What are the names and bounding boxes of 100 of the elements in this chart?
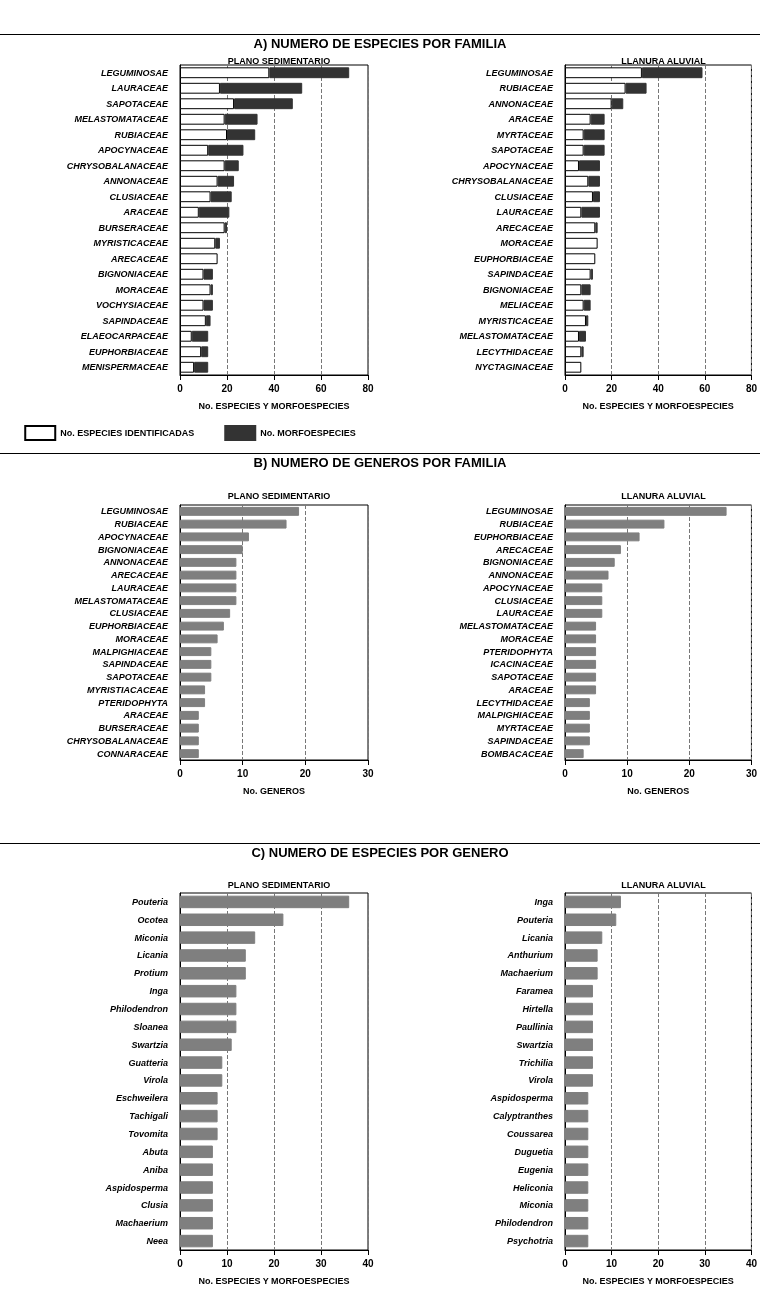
y-tick-label: Machaerium — [500, 968, 553, 979]
bar — [581, 284, 591, 296]
y-tick-label: Trichilia — [518, 1057, 553, 1068]
x-axis-title: No. ESPECIES Y MORFOESPECIES — [198, 400, 350, 411]
y-tick-label: APOCYNACEAE — [481, 582, 554, 593]
y-tick-label: Clusia — [140, 1200, 168, 1211]
bar — [565, 583, 603, 593]
y-tick-label: Swartzia — [516, 1039, 553, 1050]
y-tick-label: Sloanea — [133, 1021, 168, 1032]
bar — [565, 931, 603, 944]
bar — [180, 634, 218, 644]
y-tick-label: Psychotria — [506, 1236, 553, 1247]
chart-title: B) NUMERO DE GENEROS POR FAMILIA — [0, 453, 760, 470]
y-tick-label: MORACEAE — [115, 284, 169, 295]
y-tick-label: Aspidosperma — [489, 1093, 553, 1104]
bar — [565, 557, 615, 567]
bar — [227, 129, 256, 141]
bar — [565, 1199, 589, 1212]
x-tick-label: 0 — [562, 382, 569, 394]
bar — [180, 749, 199, 759]
bar — [180, 1074, 223, 1087]
y-tick-label: MORACEAE — [500, 238, 554, 249]
x-tick-label: 0 — [177, 767, 184, 779]
bar — [565, 698, 590, 708]
y-tick-label: PTERIDOPHYTA — [98, 697, 168, 708]
bar — [180, 698, 206, 708]
bar — [565, 1127, 589, 1141]
bar — [588, 175, 600, 187]
y-tick-label: NYCTAGINACEAE — [475, 362, 554, 373]
y-tick-label: Tovomita — [128, 1128, 168, 1139]
x-tick-label: 0 — [177, 1257, 184, 1269]
bar — [180, 736, 199, 746]
y-tick-label: LAURACEAE — [111, 582, 169, 593]
y-tick-label: CLUSIACEAE — [494, 595, 554, 606]
y-tick-label: Guatteria — [128, 1057, 168, 1068]
y-tick-label: BOMBACACEAE — [481, 748, 554, 759]
y-tick-label: Licania — [136, 950, 168, 961]
y-tick-label: LECYTHIDACEAE — [476, 697, 554, 708]
bar — [180, 1109, 218, 1123]
y-tick-label: MELIACEAE — [499, 300, 554, 311]
y-tick-label: MALPIGHIACEAE — [92, 646, 169, 657]
chart-subtitle: LLANURA ALUVIAL — [621, 490, 707, 501]
bar — [219, 82, 303, 94]
chart-subtitle: LLANURA ALUVIAL — [621, 879, 707, 890]
bar — [180, 608, 231, 618]
y-tick-label: EUPHORBIACEAE — [88, 621, 169, 632]
bar — [565, 1074, 593, 1087]
bar — [180, 570, 237, 580]
chart-title: C) NUMERO DE ESPECIES POR GENERO — [0, 843, 760, 860]
y-tick-label: ARACEAE — [122, 710, 169, 721]
bar — [565, 1234, 589, 1248]
y-tick-label: Calyptranthes — [492, 1111, 553, 1122]
x-tick-label: 10 — [606, 1257, 618, 1269]
y-tick-label: LECYTHIDACEAE — [476, 346, 554, 357]
bar — [180, 672, 212, 682]
bar — [565, 634, 597, 644]
y-tick-label: Pouteria — [516, 914, 553, 925]
y-tick-label: ARECACEAE — [109, 570, 169, 581]
x-tick-label: 60 — [315, 382, 327, 394]
y-tick-label: EUPHORBIACEAE — [473, 253, 554, 264]
y-tick-label: Machaerium — [115, 1218, 168, 1229]
y-tick-label: LAURACEAE — [496, 207, 554, 218]
y-tick-label: Abuta — [141, 1146, 168, 1157]
bar — [565, 1109, 589, 1123]
bar — [625, 82, 647, 94]
y-tick-label: ARACEAE — [507, 114, 554, 125]
y-tick-label: BURSERACEAE — [98, 222, 169, 233]
x-tick-label: 20 — [606, 382, 618, 394]
x-tick-label: 10 — [237, 767, 249, 779]
bar — [180, 596, 237, 606]
bar — [203, 268, 213, 280]
bar — [565, 749, 584, 759]
y-tick-label: Anthurium — [506, 950, 553, 961]
x-tick-label: 0 — [177, 382, 184, 394]
y-tick-label: EUPHORBIACEAE — [473, 531, 554, 542]
bar — [565, 621, 597, 631]
bar — [180, 1181, 213, 1194]
bar — [198, 206, 230, 218]
y-tick-label: MYRISTICACEAE — [93, 238, 169, 249]
x-tick-label: 20 — [268, 1257, 280, 1269]
chart-title: A) NUMERO DE ESPECIES POR FAMILIA — [0, 34, 760, 51]
bar — [224, 160, 239, 172]
bar — [565, 608, 603, 618]
y-tick-label: Swartzia — [131, 1039, 168, 1050]
x-tick-label: 80 — [362, 382, 374, 394]
bar — [180, 1216, 213, 1230]
chart-subtitle: LLANURA ALUVIAL — [621, 55, 707, 66]
bar — [180, 1234, 213, 1248]
y-tick-label: Tachigali — [129, 1111, 169, 1122]
bar — [565, 1145, 589, 1159]
y-tick-label: LEGUMINOSAE — [485, 67, 554, 78]
bar — [565, 967, 598, 980]
y-tick-label: MELASTOMATACEAE — [459, 331, 554, 342]
y-tick-label: APOCYNACEAE — [481, 160, 554, 171]
bar — [210, 191, 232, 203]
y-tick-label: MYRTACEAE — [496, 723, 554, 734]
bar — [180, 647, 212, 657]
bar — [180, 1163, 213, 1176]
x-tick-label: 80 — [745, 382, 758, 394]
y-tick-label: BIGNONIACEAE — [97, 269, 169, 280]
